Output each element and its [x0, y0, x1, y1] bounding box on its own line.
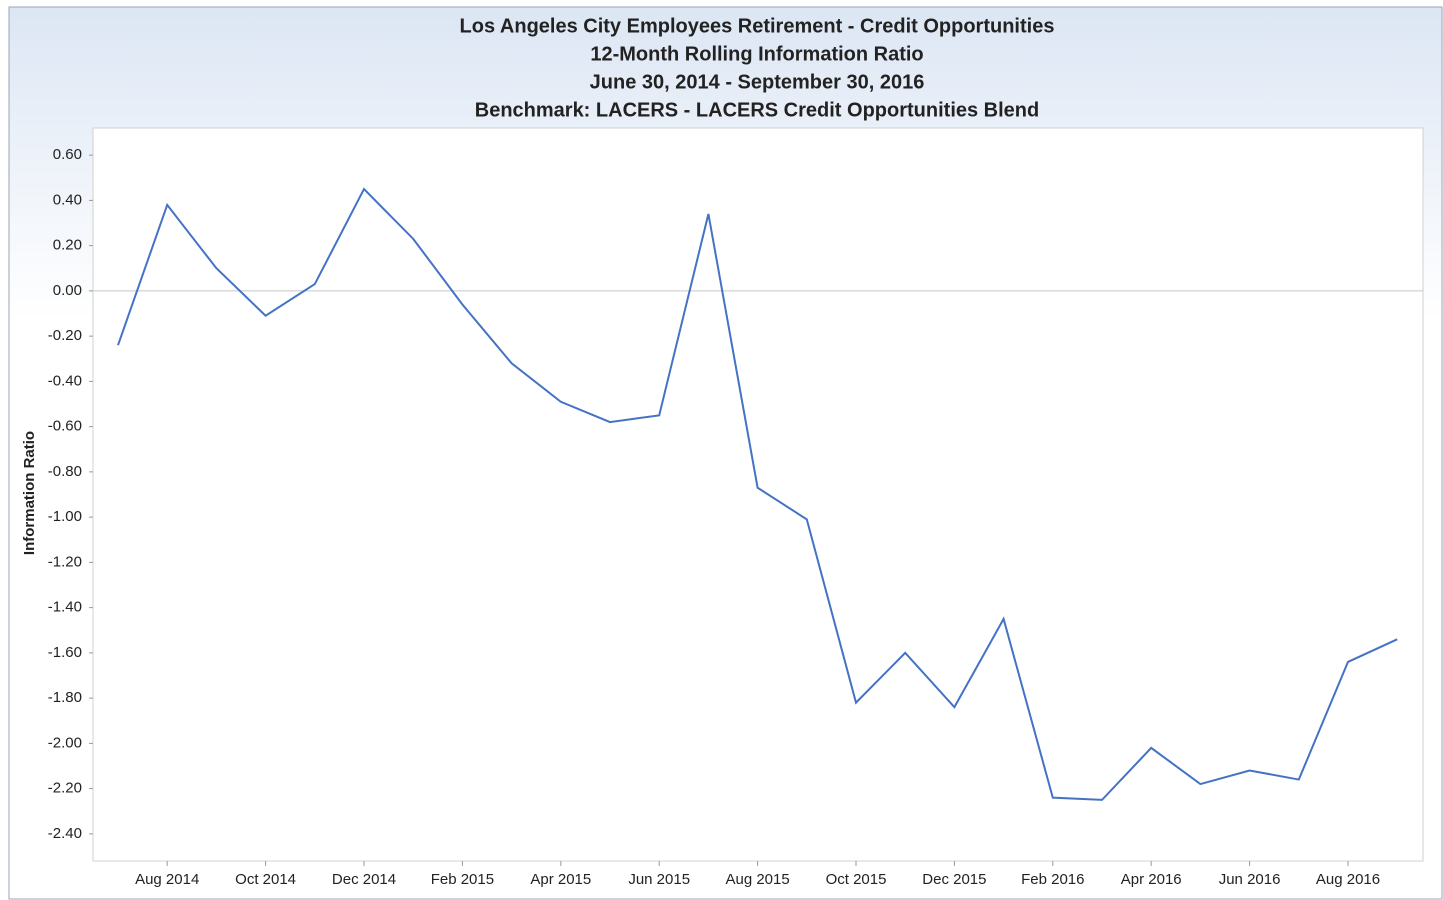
y-tick-label: -1.40	[48, 599, 82, 616]
x-tick-label: Dec 2015	[922, 871, 986, 888]
y-tick-label: 0.60	[53, 146, 82, 163]
y-tick-label: -2.40	[48, 825, 82, 842]
x-tick-label: Feb 2016	[1021, 871, 1084, 888]
chart-title: June 30, 2014 - September 30, 2016	[590, 71, 925, 93]
y-tick-label: 0.00	[53, 282, 82, 299]
x-tick-label: Aug 2016	[1316, 871, 1380, 888]
x-tick-label: Apr 2016	[1121, 871, 1182, 888]
y-tick-label: -0.60	[48, 418, 82, 435]
y-tick-label: -1.80	[48, 689, 82, 706]
chart-title: 12-Month Rolling Information Ratio	[590, 43, 923, 65]
x-tick-label: Aug 2015	[725, 871, 789, 888]
y-axis-label: Information Ratio	[21, 431, 38, 555]
chart-title: Los Angeles City Employees Retirement - …	[460, 15, 1055, 37]
y-tick-label: 0.40	[53, 191, 82, 208]
data-line	[117, 187, 1398, 801]
y-tick-label: -2.00	[48, 734, 82, 751]
plot-area	[92, 127, 1424, 862]
y-tick-label: -1.20	[48, 553, 82, 570]
x-tick-label: Oct 2015	[826, 871, 887, 888]
x-tick-label: Apr 2015	[530, 871, 591, 888]
x-tick-label: Feb 2015	[431, 871, 494, 888]
y-tick-label: 0.20	[53, 237, 82, 254]
y-tick-label: -1.00	[48, 508, 82, 525]
x-tick-label: Jun 2016	[1219, 871, 1281, 888]
y-tick-label: -1.60	[48, 644, 82, 661]
x-tick-label: Oct 2014	[235, 871, 296, 888]
x-tick-label: Dec 2014	[332, 871, 396, 888]
x-tick-label: Jun 2015	[628, 871, 690, 888]
x-tick-label: Aug 2014	[135, 871, 199, 888]
y-tick-label: -0.80	[48, 463, 82, 480]
y-tick-label: -0.20	[48, 327, 82, 344]
chart-title: Benchmark: LACERS - LACERS Credit Opport…	[475, 99, 1040, 121]
y-tick-label: -2.20	[48, 780, 82, 797]
y-tick-label: -0.40	[48, 372, 82, 389]
